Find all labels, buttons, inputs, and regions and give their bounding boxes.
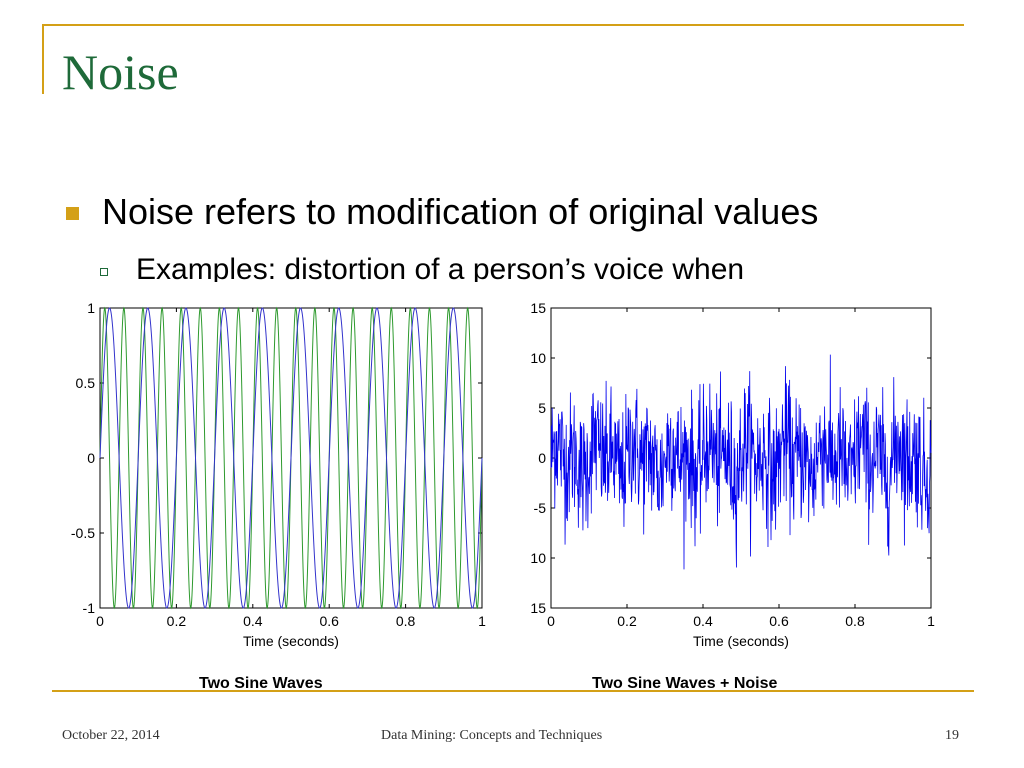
noisy-sine-chart: 0 0.2 0.4 0.6 0.8 1 15 10 5 0 -5 10 15 Time (seconds): [530, 300, 935, 649]
y-tick-label: 15: [530, 300, 546, 316]
x-tick-label: 0.2: [167, 613, 187, 629]
x-tick-label: 0.8: [396, 613, 416, 629]
x-axis-label: Time (seconds): [693, 633, 789, 649]
left-rule: [42, 24, 44, 94]
y-tick-label: 0: [87, 450, 95, 466]
y-tick-label: 15: [530, 600, 546, 616]
y-tick-label: -0.5: [71, 525, 95, 541]
x-tick-label: 0.2: [617, 613, 637, 629]
x-tick-label: 1: [478, 613, 486, 629]
footer-title: Data Mining: Concepts and Techniques: [381, 728, 603, 743]
y-tick-label: -1: [83, 600, 96, 616]
hollow-square-bullet-icon: [100, 268, 108, 276]
x-tick-label: 0.6: [769, 613, 789, 629]
y-tick-label: 10: [530, 550, 546, 566]
slide-title: Noise: [62, 44, 179, 100]
x-tick-label: 0: [547, 613, 555, 629]
x-tick-label: 1: [927, 613, 935, 629]
square-bullet-icon: [66, 207, 79, 220]
bullet-sub-text: Examples: distortion of a person’s voice…: [136, 253, 745, 282]
x-tick-label: 0.4: [693, 613, 713, 629]
footer-page-number: 19: [945, 728, 959, 743]
right-chart-caption: Two Sine Waves + Noise: [592, 675, 778, 692]
left-chart-caption: Two Sine Waves: [199, 675, 323, 692]
y-tick-label: -5: [534, 500, 547, 516]
y-tick-label: 0: [538, 450, 546, 466]
x-tick-label: 0: [96, 613, 104, 629]
footer-date: October 22, 2014: [62, 728, 160, 743]
sine-series-10hz: [99, 307, 483, 609]
y-tick-label: 10: [530, 350, 546, 366]
x-tick-label: 0.4: [243, 613, 263, 629]
bullet-sub: Examples: distortion of a person’s voice…: [100, 248, 920, 282]
sine-waves-chart: 0 0.2 0.4 0.6 0.8 1 1 0.5 0 -0.5 -1 Time (seconds): [71, 300, 486, 649]
bottom-rule: [52, 690, 974, 692]
x-axis-label: Time (seconds): [243, 633, 339, 649]
y-tick-label: 0.5: [76, 375, 96, 391]
top-rule: [42, 24, 964, 26]
y-tick-label: 5: [538, 400, 546, 416]
x-tick-label: 0.8: [845, 613, 865, 629]
bullet-main-text: Noise refers to modification of original…: [102, 191, 819, 232]
noisy-signal-series: [550, 354, 932, 570]
x-tick-label: 0.6: [319, 613, 339, 629]
y-tick-label: 1: [87, 300, 95, 316]
